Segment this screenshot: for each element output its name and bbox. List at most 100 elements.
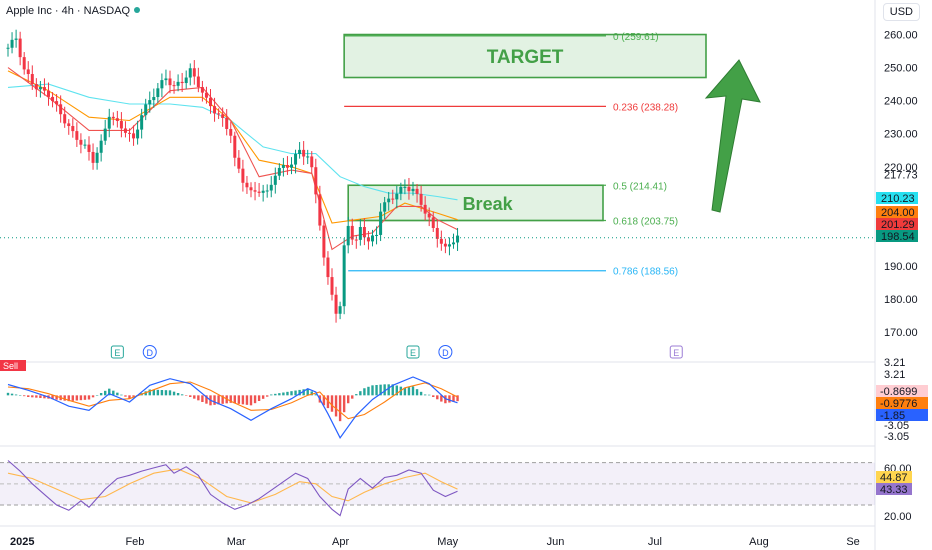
macd-histogram-bar (43, 395, 46, 399)
macd-histogram-bar (310, 391, 313, 396)
candle-body (71, 126, 75, 132)
candle-body (22, 57, 26, 70)
candle-body (261, 190, 265, 193)
candle-body (128, 132, 131, 134)
macd-histogram-bar (294, 390, 297, 396)
macd-value-tag (876, 385, 928, 397)
macd-histogram-bar (95, 395, 99, 396)
candle-body (221, 114, 225, 118)
macd-histogram-bar (419, 391, 423, 396)
macd-histogram-bar (282, 392, 285, 396)
macd-histogram-bar (338, 395, 342, 422)
macd-histogram-bar (286, 391, 289, 396)
candle-body (233, 135, 237, 158)
candle-body (30, 74, 34, 85)
fib-level-label: 0.786 (188.56) (613, 267, 678, 278)
dividend-marker (438, 345, 453, 359)
candle-body (176, 81, 180, 86)
candle-body (132, 133, 136, 139)
currency-button[interactable]: USD (882, 3, 920, 21)
rsi-ma-line (7, 468, 458, 504)
candle-body (156, 88, 160, 98)
candle-body (318, 194, 322, 226)
macd-histogram-bar (274, 393, 277, 396)
candle-body (213, 106, 217, 114)
candle-body (209, 97, 212, 107)
candle-body (269, 184, 273, 191)
candle-body (172, 85, 176, 87)
macd-histogram-bar (363, 388, 366, 396)
earnings-marker (406, 345, 420, 359)
macd-histogram-bar (229, 395, 232, 403)
candle-body (14, 38, 18, 40)
macd-histogram-bar (185, 395, 188, 396)
candle-body (136, 129, 140, 139)
macd-histogram-bar (237, 395, 241, 404)
macd-tick-label: 3.21 (884, 369, 905, 381)
candle-body (407, 186, 411, 192)
candle-body (350, 225, 354, 240)
candle-body (47, 90, 50, 97)
macd-histogram-bar (290, 391, 293, 396)
time-tick-label: Aug (749, 536, 769, 548)
last-price-value: 210.23 (881, 193, 915, 205)
candle-body (26, 69, 30, 75)
time-tick-label: Feb (125, 536, 144, 548)
macd-histogram-bar (55, 395, 58, 400)
macd-histogram-bar (6, 392, 10, 396)
candle-body (354, 239, 358, 241)
macd-histogram-bar (302, 389, 305, 396)
earnings-marker (669, 345, 683, 359)
symbol-title[interactable]: Apple Inc · 4h · NASDAQ (6, 5, 141, 17)
candle-body (107, 116, 111, 129)
candle-body (294, 153, 298, 165)
candle-body (447, 244, 451, 247)
candle-body (362, 227, 366, 238)
rsi-line (7, 460, 458, 517)
macd-histogram-bar (278, 393, 281, 396)
macd-histogram-bar (164, 390, 168, 396)
macd-histogram-bar (116, 392, 119, 396)
macd-histogram-bar (432, 395, 435, 397)
candle-body (403, 186, 407, 188)
macd-histogram-bar (342, 395, 346, 413)
candle-body (306, 156, 310, 158)
candle-body (387, 198, 391, 203)
candle-body (298, 149, 302, 154)
earnings-marker-label: E (673, 348, 679, 358)
last-price-tag (876, 218, 918, 230)
time-tick-label: Se (846, 536, 859, 548)
fib-level-label: 0.236 (238.28) (613, 102, 678, 113)
last-price-tag (876, 206, 918, 218)
macd-histogram-bar (197, 395, 200, 401)
macd-histogram-bar (391, 384, 394, 396)
macd-histogram-bar (148, 389, 151, 396)
macd-signal-label: Sell (3, 361, 18, 371)
macd-histogram-bar (395, 385, 398, 396)
macd-signal-badge (0, 360, 26, 371)
candle-body (314, 167, 318, 195)
candle-body (383, 202, 387, 212)
symbol-title-text: Apple Inc · 4h · NASDAQ (6, 5, 131, 17)
macd-value-tag (876, 409, 928, 421)
macd-tick-label: -3.05 (884, 420, 909, 432)
candle-body (119, 120, 123, 129)
macd-histogram-bar (249, 395, 253, 406)
candle-body (237, 157, 241, 169)
candle-body (375, 234, 379, 236)
candle-body (87, 144, 91, 152)
macd-histogram-bar (23, 395, 26, 397)
macd-histogram-bar (403, 387, 407, 396)
macd-histogram-bar (27, 395, 30, 397)
candle-body (115, 118, 119, 121)
macd-histogram-bar (193, 395, 196, 399)
time-tick-label: 2025 (10, 536, 34, 548)
price-tick-label: 250.00 (884, 63, 918, 75)
target-arrow (704, 59, 761, 213)
candle-body (443, 243, 447, 247)
macd-histogram-bar (51, 395, 54, 400)
candle-body (249, 187, 253, 191)
macd-histogram-bar (355, 394, 358, 396)
